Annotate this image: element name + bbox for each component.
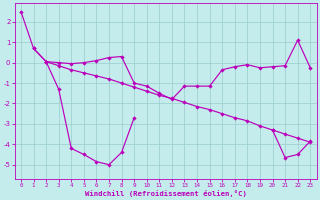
X-axis label: Windchill (Refroidissement éolien,°C): Windchill (Refroidissement éolien,°C) — [85, 190, 246, 197]
